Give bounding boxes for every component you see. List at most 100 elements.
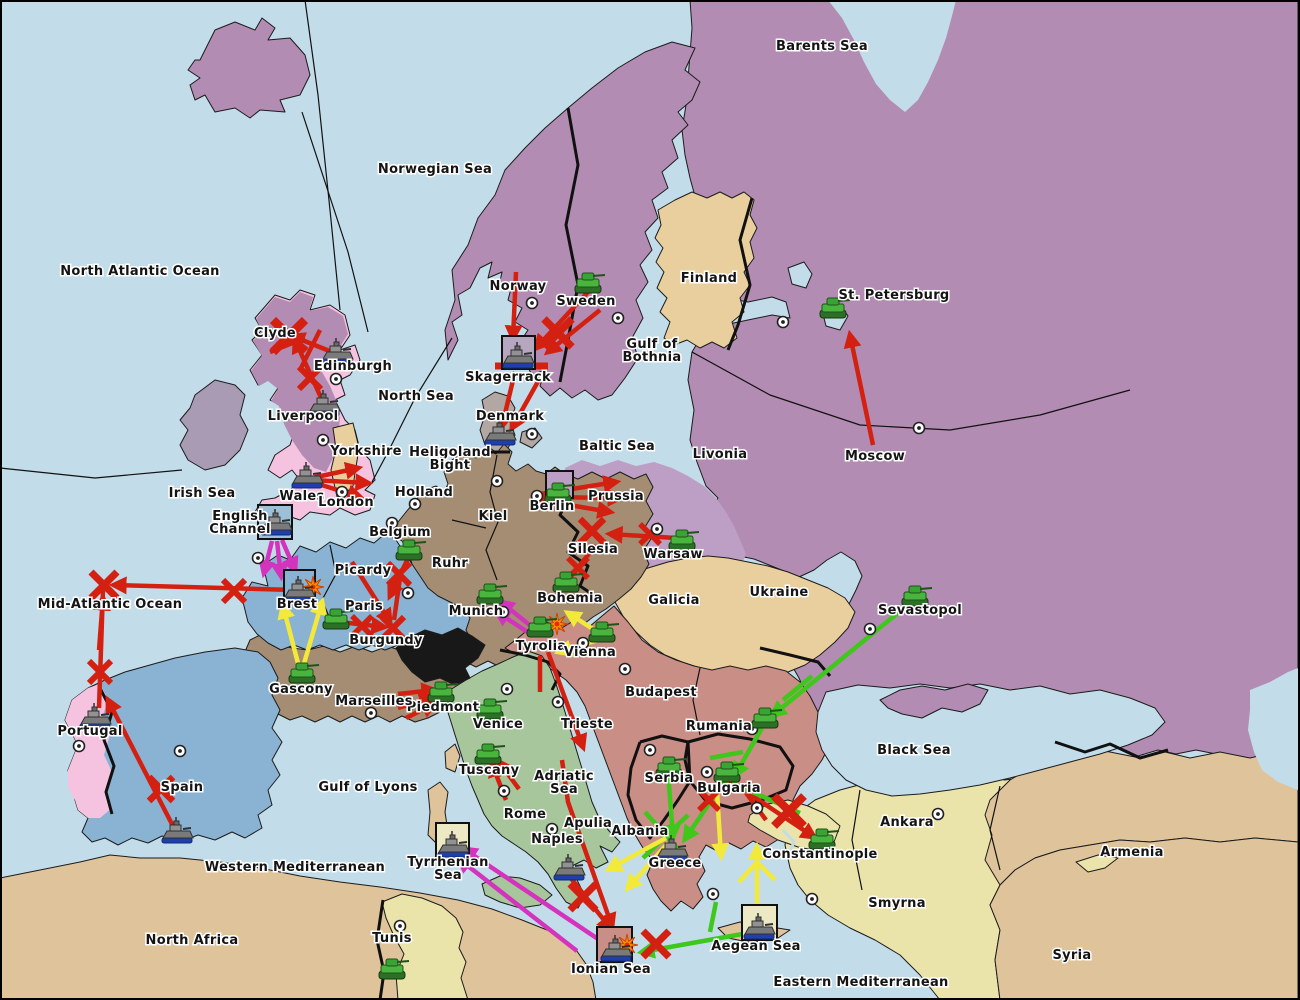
army-unit-tyrolia[interactable] (526, 616, 558, 638)
province-label: Gascony (269, 682, 333, 697)
army-unit-gascony[interactable] (288, 662, 320, 684)
army-unit-tunis[interactable] (378, 958, 410, 980)
supply-center-marker (329, 372, 343, 386)
order-arrow-magenta (496, 598, 534, 629)
province-label: Serbia (645, 771, 694, 786)
province-label: Naples (531, 832, 583, 847)
province-label: Trieste (561, 717, 613, 732)
province-label: Moscow (845, 449, 905, 464)
supply-center-marker (500, 682, 514, 696)
order-arrow-green (768, 601, 912, 719)
fleet-unit-wales[interactable] (291, 462, 324, 489)
order-arrow-magenta (454, 855, 579, 953)
supply-center-marker (700, 765, 714, 779)
region-iceland[interactable] (187, 17, 311, 119)
region-russia[interactable] (681, 0, 1299, 775)
border-line (691, 351, 1131, 431)
army-unit-bulgaria[interactable] (713, 761, 745, 783)
region-syria[interactable] (989, 837, 1299, 1000)
fleet-unit-edinburgh[interactable] (321, 338, 354, 365)
army-unit-piedmont[interactable] (427, 681, 459, 703)
province-label: Holland (395, 485, 453, 500)
region-caspian[interactable] (1248, 668, 1298, 790)
province-label: Constantinople (762, 847, 877, 862)
supply-center-marker (805, 892, 819, 906)
army-unit-belgium[interactable] (395, 539, 427, 561)
region-white-sea[interactable] (828, 0, 956, 112)
sea-label: Barents Sea (776, 39, 868, 54)
province-label: Denmark (476, 409, 544, 424)
region-scandinavia[interactable] (444, 41, 701, 401)
region-switzerland[interactable] (395, 627, 486, 686)
border-line (851, 789, 863, 891)
failed-order-x-mark (88, 569, 120, 601)
army-unit-bohemia[interactable] (552, 571, 584, 593)
region-corsica[interactable] (444, 743, 461, 773)
army-unit-rumania[interactable] (751, 707, 783, 729)
sea-label: Irish Sea (169, 486, 236, 501)
army-unit-vienna[interactable] (588, 621, 620, 643)
sea-label: North Atlantic Ocean (60, 264, 219, 279)
province-label: Tyrolia (516, 639, 567, 654)
province-label: Smyrna (868, 896, 926, 911)
army-unit-serbia[interactable] (655, 756, 687, 778)
supply-center-marker (525, 296, 539, 310)
sea-label: Norwegian Sea (378, 162, 492, 177)
army-unit-berlin[interactable] (544, 482, 576, 504)
order-arrow-red (391, 577, 403, 621)
fleet-unit-skagerrack[interactable] (502, 342, 535, 369)
region-crimea[interactable] (879, 683, 989, 719)
supply-center-marker (364, 706, 378, 720)
region-france[interactable] (241, 532, 473, 651)
army-unit-constantinople[interactable] (808, 828, 840, 850)
supply-center-marker (551, 695, 565, 709)
supply-center-marker (576, 636, 590, 650)
fleet-unit-tyrrhenian-sea[interactable] (437, 831, 470, 858)
army-unit-sweden[interactable] (574, 272, 606, 294)
region-scotland-liverpool[interactable] (251, 292, 348, 472)
failed-order-x-mark (385, 560, 413, 588)
border-line (989, 785, 1001, 871)
fleet-unit-liverpool[interactable] (308, 390, 341, 417)
supply-center-marker (750, 801, 764, 815)
supply-center-marker (316, 433, 330, 447)
fleet-unit-denmark[interactable] (484, 419, 517, 446)
province-label: Sevastopol (878, 603, 962, 618)
fleet-unit-spain-south-coast[interactable] (161, 817, 194, 844)
army-unit-munich[interactable] (476, 583, 508, 605)
province-label: Finland (681, 271, 737, 286)
fleet-unit-english-channel[interactable] (260, 509, 293, 536)
region-ireland[interactable] (179, 379, 249, 471)
fleet-unit-greece[interactable] (656, 835, 689, 862)
failed-order-x-mark (379, 614, 407, 642)
region-cyprus[interactable] (1075, 854, 1119, 873)
region-lake-ladoga[interactable] (787, 261, 813, 289)
army-unit-sevastopol[interactable] (901, 585, 933, 607)
army-unit-paris[interactable] (322, 608, 354, 630)
fleet-unit-brest[interactable] (283, 576, 316, 603)
border-line (451, 519, 487, 529)
province-label: Armenia (1100, 845, 1163, 860)
army-unit-st-petersburg[interactable] (819, 297, 851, 319)
province-label: Vienna (564, 645, 616, 660)
border-line (375, 899, 386, 1000)
province-label: Apulia (564, 816, 612, 831)
order-arrow-green (709, 749, 744, 761)
province-label: Brest (277, 597, 318, 612)
province-label: Bohemia (537, 591, 603, 606)
province-label: Norway (490, 279, 547, 294)
army-unit-venice[interactable] (476, 698, 508, 720)
fleet-unit-naples[interactable] (553, 854, 586, 881)
region-sicily[interactable] (481, 875, 553, 909)
fleet-unit-ionian-sea[interactable] (600, 935, 633, 962)
province-label: Tunis (372, 931, 412, 946)
fleet-unit-aegean-sea[interactable] (743, 913, 776, 940)
army-unit-warsaw[interactable] (668, 529, 700, 551)
province-label: St. Petersburg (838, 288, 949, 303)
army-unit-tuscany[interactable] (474, 743, 506, 765)
province-label: Budapest (625, 685, 697, 700)
fleet-unit-portugal[interactable] (79, 703, 112, 730)
border-line (781, 828, 796, 857)
order-arrow-red (350, 560, 393, 627)
